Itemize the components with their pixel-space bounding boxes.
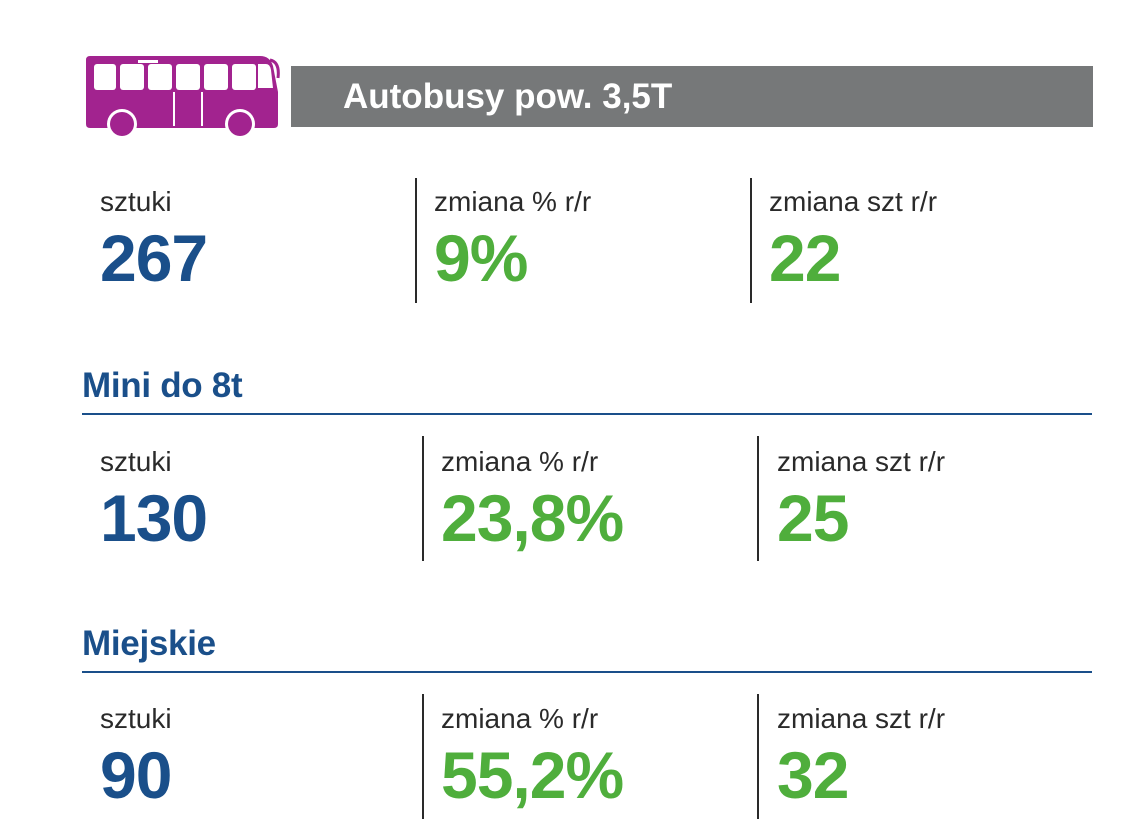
stat-label: sztuki — [100, 703, 172, 734]
stat-value: 32 — [777, 738, 849, 812]
divider — [422, 436, 424, 561]
stat-city-change-units: zmiana szt r/r 32 — [777, 703, 945, 811]
stat-label: sztuki — [100, 446, 172, 477]
stat-total-change-units: zmiana szt r/r 22 — [769, 186, 937, 294]
stat-label: zmiana % r/r — [441, 703, 599, 734]
divider — [757, 694, 759, 819]
divider — [422, 694, 424, 819]
stat-city-change-pct: zmiana % r/r 55,2% — [441, 703, 624, 812]
divider — [415, 178, 417, 303]
section-rule — [82, 671, 1092, 673]
header-title: Autobusy pow. 3,5T — [343, 77, 673, 116]
stat-value: 25 — [777, 481, 849, 555]
divider — [750, 178, 752, 303]
stat-value: 55,2% — [441, 738, 624, 812]
stat-label: sztuki — [100, 186, 172, 217]
bus-icon — [86, 56, 280, 139]
section-rule — [82, 413, 1092, 415]
stat-value: 90 — [100, 738, 172, 812]
stat-total-count: sztuki 267 — [100, 186, 208, 295]
stat-label: zmiana % r/r — [434, 186, 592, 217]
stat-value: 23,8% — [441, 481, 624, 555]
stat-label: zmiana % r/r — [441, 446, 599, 477]
stat-mini-count: sztuki 130 — [100, 446, 208, 555]
stat-city-count: sztuki 90 — [100, 703, 172, 811]
stat-label: zmiana szt r/r — [769, 186, 938, 217]
stat-mini-change-pct: zmiana % r/r 23,8% — [441, 446, 624, 555]
divider — [757, 436, 759, 561]
stat-value: 22 — [769, 221, 841, 295]
stat-total-change-pct: zmiana % r/r 9% — [434, 186, 591, 294]
section-title-city: Miejskie — [82, 624, 216, 663]
stat-mini-change-units: zmiana szt r/r 25 — [777, 446, 945, 554]
stat-label: zmiana szt r/r — [777, 703, 946, 734]
stat-label: zmiana szt r/r — [777, 446, 946, 477]
stat-value: 267 — [100, 221, 208, 295]
section-title-mini: Mini do 8t — [82, 366, 243, 405]
stat-value: 130 — [100, 481, 208, 555]
stat-value: 9% — [434, 221, 528, 295]
header-bar: Autobusy pow. 3,5T — [291, 66, 1093, 127]
